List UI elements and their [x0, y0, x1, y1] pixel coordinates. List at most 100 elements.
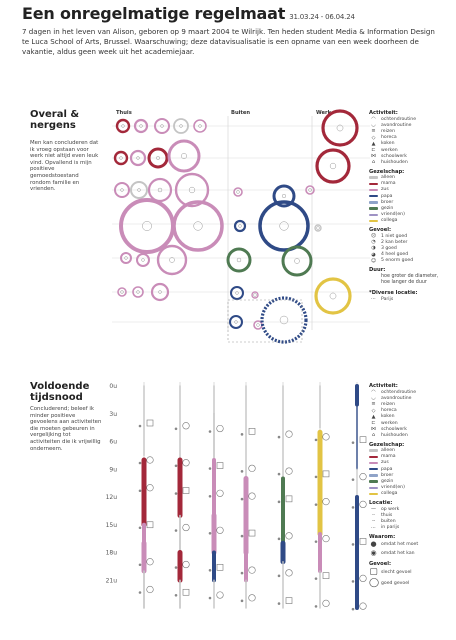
legend2-gezelschap-title: Gezelschap: — [369, 441, 405, 448]
feeling-glyph — [158, 290, 162, 294]
reason-dot — [208, 467, 212, 470]
legend-gevoel-1: ☹ 1 niet goed — [370, 233, 408, 240]
page-title: Een onregelmatige regelmaat 31.03.24 - 06… — [22, 4, 355, 23]
activity-circle — [156, 244, 188, 276]
legend-locatie-buiten: ╌ buiten — [371, 518, 396, 525]
activity-circle — [115, 118, 131, 134]
feeling-good-circle — [322, 535, 330, 543]
feeling-glyph — [235, 291, 239, 295]
reason-dot — [277, 472, 281, 476]
feeling-bad-square — [146, 521, 154, 529]
reason-dot — [314, 540, 318, 543]
feeling-glyph — [308, 188, 312, 192]
activity-circle — [260, 296, 308, 344]
feeling-bad-square — [248, 529, 256, 537]
activity-circle — [229, 315, 243, 329]
activity-circle — [130, 181, 148, 199]
section2-title: Voldoende tijdsnood — [30, 381, 90, 403]
feeling-good-circle — [248, 566, 256, 574]
reason-dot — [314, 605, 318, 608]
reason-dot — [240, 534, 244, 538]
reason-dot — [138, 489, 142, 493]
feeling-glyph — [234, 320, 238, 324]
reason-dot — [174, 492, 178, 495]
reason-dot — [351, 478, 355, 481]
legend-section1: Activiteit: ◠ ochtendroutine ◡ avondroutine… — [369, 110, 441, 302]
legend-activiteit-ochtendroutine: ◠ ochtendroutine — [371, 116, 417, 123]
reason-dot — [174, 427, 178, 431]
legend-gevoel-2: ◔ 2 kan beter — [371, 239, 408, 246]
legend-gezelschap-alleen: alleen — [369, 175, 441, 181]
legend-gevoel-goed: ◯ goed gevoel — [369, 578, 410, 589]
section1-title: Overal & nergens — [30, 109, 80, 131]
hour-label: 15u — [106, 522, 118, 529]
feeling-good-circle — [146, 484, 154, 492]
activity-circle — [281, 245, 313, 277]
activity-circle — [120, 252, 132, 264]
activity-circle — [233, 187, 243, 197]
legend-gezelschap-alleen: alleen — [369, 448, 441, 454]
reason-dot — [208, 596, 212, 600]
legend-locatie-opwerk: — op werk — [371, 506, 400, 513]
feeling-glyph — [120, 188, 124, 192]
reason-dot — [314, 503, 318, 506]
activity-circle — [129, 149, 147, 167]
legend2-waarom-title: Waarom: — [369, 533, 396, 540]
activity-circle — [173, 118, 189, 134]
activity-circle — [233, 219, 247, 233]
legend-activiteit-huishouden: ⌂ huishouden — [371, 432, 408, 439]
activity-circle — [272, 184, 296, 208]
legend-waarom-moet: ● omdat het moet — [370, 540, 419, 549]
feeling-good-circle — [322, 433, 330, 441]
legend-gezelschap-vrienden: vriend(en) — [369, 212, 441, 218]
reason-dot — [138, 526, 142, 530]
feeling-glyph — [236, 257, 242, 263]
feeling-glyph — [136, 156, 140, 160]
reason-dot — [174, 566, 178, 569]
hour-label: 3u — [109, 411, 117, 418]
activity-circle — [113, 150, 129, 166]
activity-circle — [167, 139, 201, 173]
feeling-good-circle — [146, 456, 154, 464]
feeling-bad-square — [146, 419, 154, 427]
feeling-bad-square — [285, 495, 293, 503]
activity-circle — [132, 286, 144, 298]
legend-duur-text: hoe groter de diameter, hoe langer de du… — [381, 273, 439, 285]
legend-activiteit-schoolwerk: ⋈ schoolwerk — [371, 426, 407, 433]
feeling-bad-square — [216, 563, 224, 571]
legend-activiteit-title: Activiteit: — [369, 110, 398, 116]
feeling-glyph — [336, 124, 344, 132]
activity-circle — [251, 291, 259, 299]
feeling-good-circle — [359, 602, 367, 610]
feeling-glyph — [157, 187, 163, 193]
legend-duur-title: Duur: — [369, 266, 386, 273]
feeling-good-circle — [216, 591, 224, 599]
feeling-good-circle — [359, 574, 367, 583]
feeling-glyph — [253, 293, 257, 297]
legend-gezelschap-title: Gezelschap: — [369, 168, 405, 175]
legend-activiteit-huishouden: ⌂ huishouden — [371, 159, 408, 166]
reason-dot — [351, 441, 355, 444]
reason-dot — [240, 433, 244, 436]
feeling-good-circle — [216, 526, 224, 534]
feeling-good-circle — [182, 422, 190, 430]
feeling-glyph — [316, 226, 320, 230]
legend-locatie-inparijs: ⋯ in parijs — [371, 524, 400, 531]
feeling-glyph — [181, 153, 187, 159]
activity-circle — [314, 224, 322, 232]
legend-gevoel-slecht: ▢ slecht gevoel — [369, 567, 412, 578]
legend-activiteit-reizen: ≡ reizen — [371, 128, 396, 135]
column-thuis: Thuis — [116, 110, 132, 116]
feeling-glyph — [238, 224, 242, 228]
legend-activiteit-werken: ⊏ werken — [371, 147, 398, 154]
legend-gezelschap-gezin: gezin — [369, 478, 441, 484]
column-werk: Werk — [316, 110, 332, 116]
feeling-glyph — [179, 124, 183, 128]
feeling-good-circle — [146, 585, 154, 594]
legend-gezelschap-collega: collega — [369, 491, 441, 497]
reason-dot — [277, 500, 281, 504]
reason-dot — [314, 438, 318, 442]
reason-dot — [240, 599, 244, 603]
feeling-bad-square — [359, 538, 367, 545]
